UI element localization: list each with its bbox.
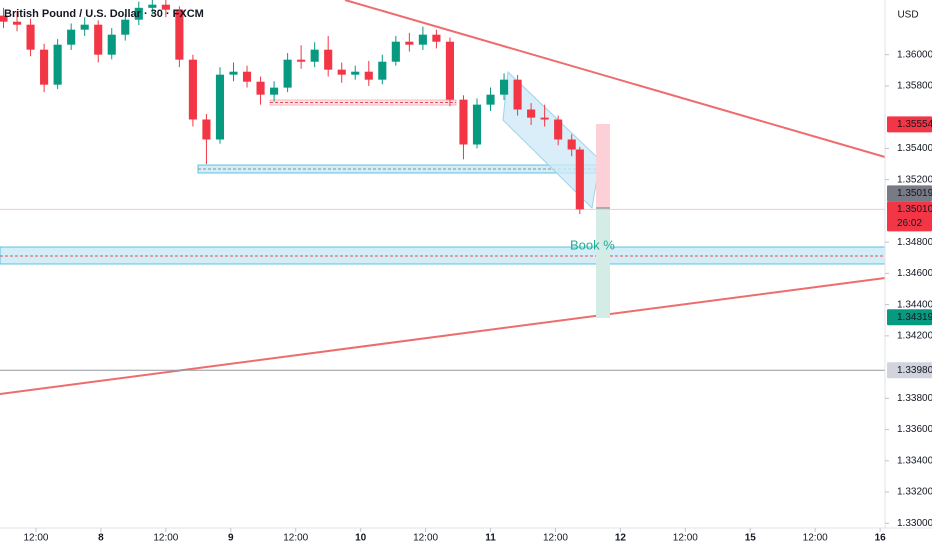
candle-body [0,15,8,22]
candle-body [148,4,157,8]
candle-body [324,49,333,70]
y-tick-label: 1.34200 [897,330,932,341]
target-zone [596,208,610,318]
x-tick-label: 16 [875,533,887,544]
price-tag [887,116,932,133]
candle-body [67,29,76,45]
x-tick-label: 15 [745,533,757,544]
y-tick-label: 1.33200 [897,487,932,498]
price-tag-label: 1.33980 [897,365,932,376]
candle-body [351,71,360,75]
price-tag [887,185,932,202]
candle-body [175,9,184,60]
candle-body [391,41,400,62]
y-tick-label: 1.35800 [897,81,932,92]
stop-zone [596,124,610,208]
x-tick-label: 12 [615,533,627,544]
candle-body [432,34,441,42]
descending-channel [502,70,601,210]
candle-body [80,24,89,30]
candle-body [486,94,495,105]
candle-body [540,117,549,120]
price-tag-label: 1.35554 [897,119,932,130]
candle-body [297,59,306,62]
candle-body [405,41,414,45]
candle-body [527,109,536,118]
x-tick-label: 12:00 [413,533,438,544]
price-tags: 1.33980 1.34319 1.35010 26:02 1.35019 1.35554 [887,116,932,379]
y-tick-label: 1.33600 [897,424,932,435]
candle-body [188,59,197,120]
y-tick-label: 1.33800 [897,393,932,404]
candle-body [459,99,468,145]
y-tick-label: 1.34400 [897,299,932,310]
candle-body [364,71,373,80]
x-tick-label: 8 [98,533,104,544]
candle-body [499,79,509,95]
candle-body [554,119,563,140]
candle-body [283,59,292,88]
candle-body [337,69,346,75]
candle-body [94,24,103,55]
x-tick-label: 10 [355,533,367,544]
candle-body [445,41,454,100]
price-lines [0,208,885,371]
candle-body [134,7,143,20]
candle-body [229,71,238,75]
price-tag-label: 1.35010 [897,204,932,215]
candle-body [26,24,35,50]
annotation: Book % [570,237,615,252]
y-tick-label: 1.35200 [897,174,932,185]
price-tag [887,201,932,232]
y-tick-label: 1.36000 [897,49,932,60]
y-tick-label: 1.33000 [897,518,932,529]
y-tick-label: 1.34800 [897,237,932,248]
x-tick-label: 9 [228,533,234,544]
candle-body [418,34,427,45]
candle-body [513,79,522,110]
axes: 1.36000 1.35800 1.35400 1.35200 1.34800 1.346… [23,49,932,543]
x-tick-label: 12:00 [543,533,568,544]
y-tick-label: 1.35400 [897,143,932,154]
x-tick-label: 11 [485,533,496,544]
trendline [344,0,886,158]
x-tick-label: 12:00 [803,533,828,544]
candle-body [567,139,576,150]
y-tick-label: 1.33400 [897,455,932,466]
candle-body [575,149,584,210]
currency-label: USD [897,10,918,21]
x-tick-label: 12:00 [153,533,178,544]
price-tag-label: 1.35019 [897,188,932,199]
candle-body [53,44,62,85]
candle-body [310,49,319,62]
price-tag-countdown: 26:02 [897,218,922,229]
candle-body [270,87,279,95]
candles [0,0,584,215]
x-tick-label: 12:00 [673,533,698,544]
candle-body [161,4,170,10]
candle-body [256,81,265,95]
candle-body [472,104,482,145]
x-tick-label: 12:00 [283,533,308,544]
chart-title: British Pound / U.S. Dollar · 30 · FXCM [4,8,204,20]
candle-body [202,119,211,140]
trendline [0,277,886,395]
y-tick-label: 1.34600 [897,268,932,279]
candle-body [12,21,22,25]
candle-body [242,71,252,82]
drawings [0,0,886,395]
candle-body [121,19,130,35]
x-tick-label: 12:00 [23,533,48,544]
candle-body [215,74,225,140]
candle-body [40,49,49,85]
price-tag [887,362,932,379]
price-tag [887,309,932,326]
price-tag-label: 1.34319 [897,312,932,323]
candle-body [107,34,116,55]
candle-body [378,61,387,80]
